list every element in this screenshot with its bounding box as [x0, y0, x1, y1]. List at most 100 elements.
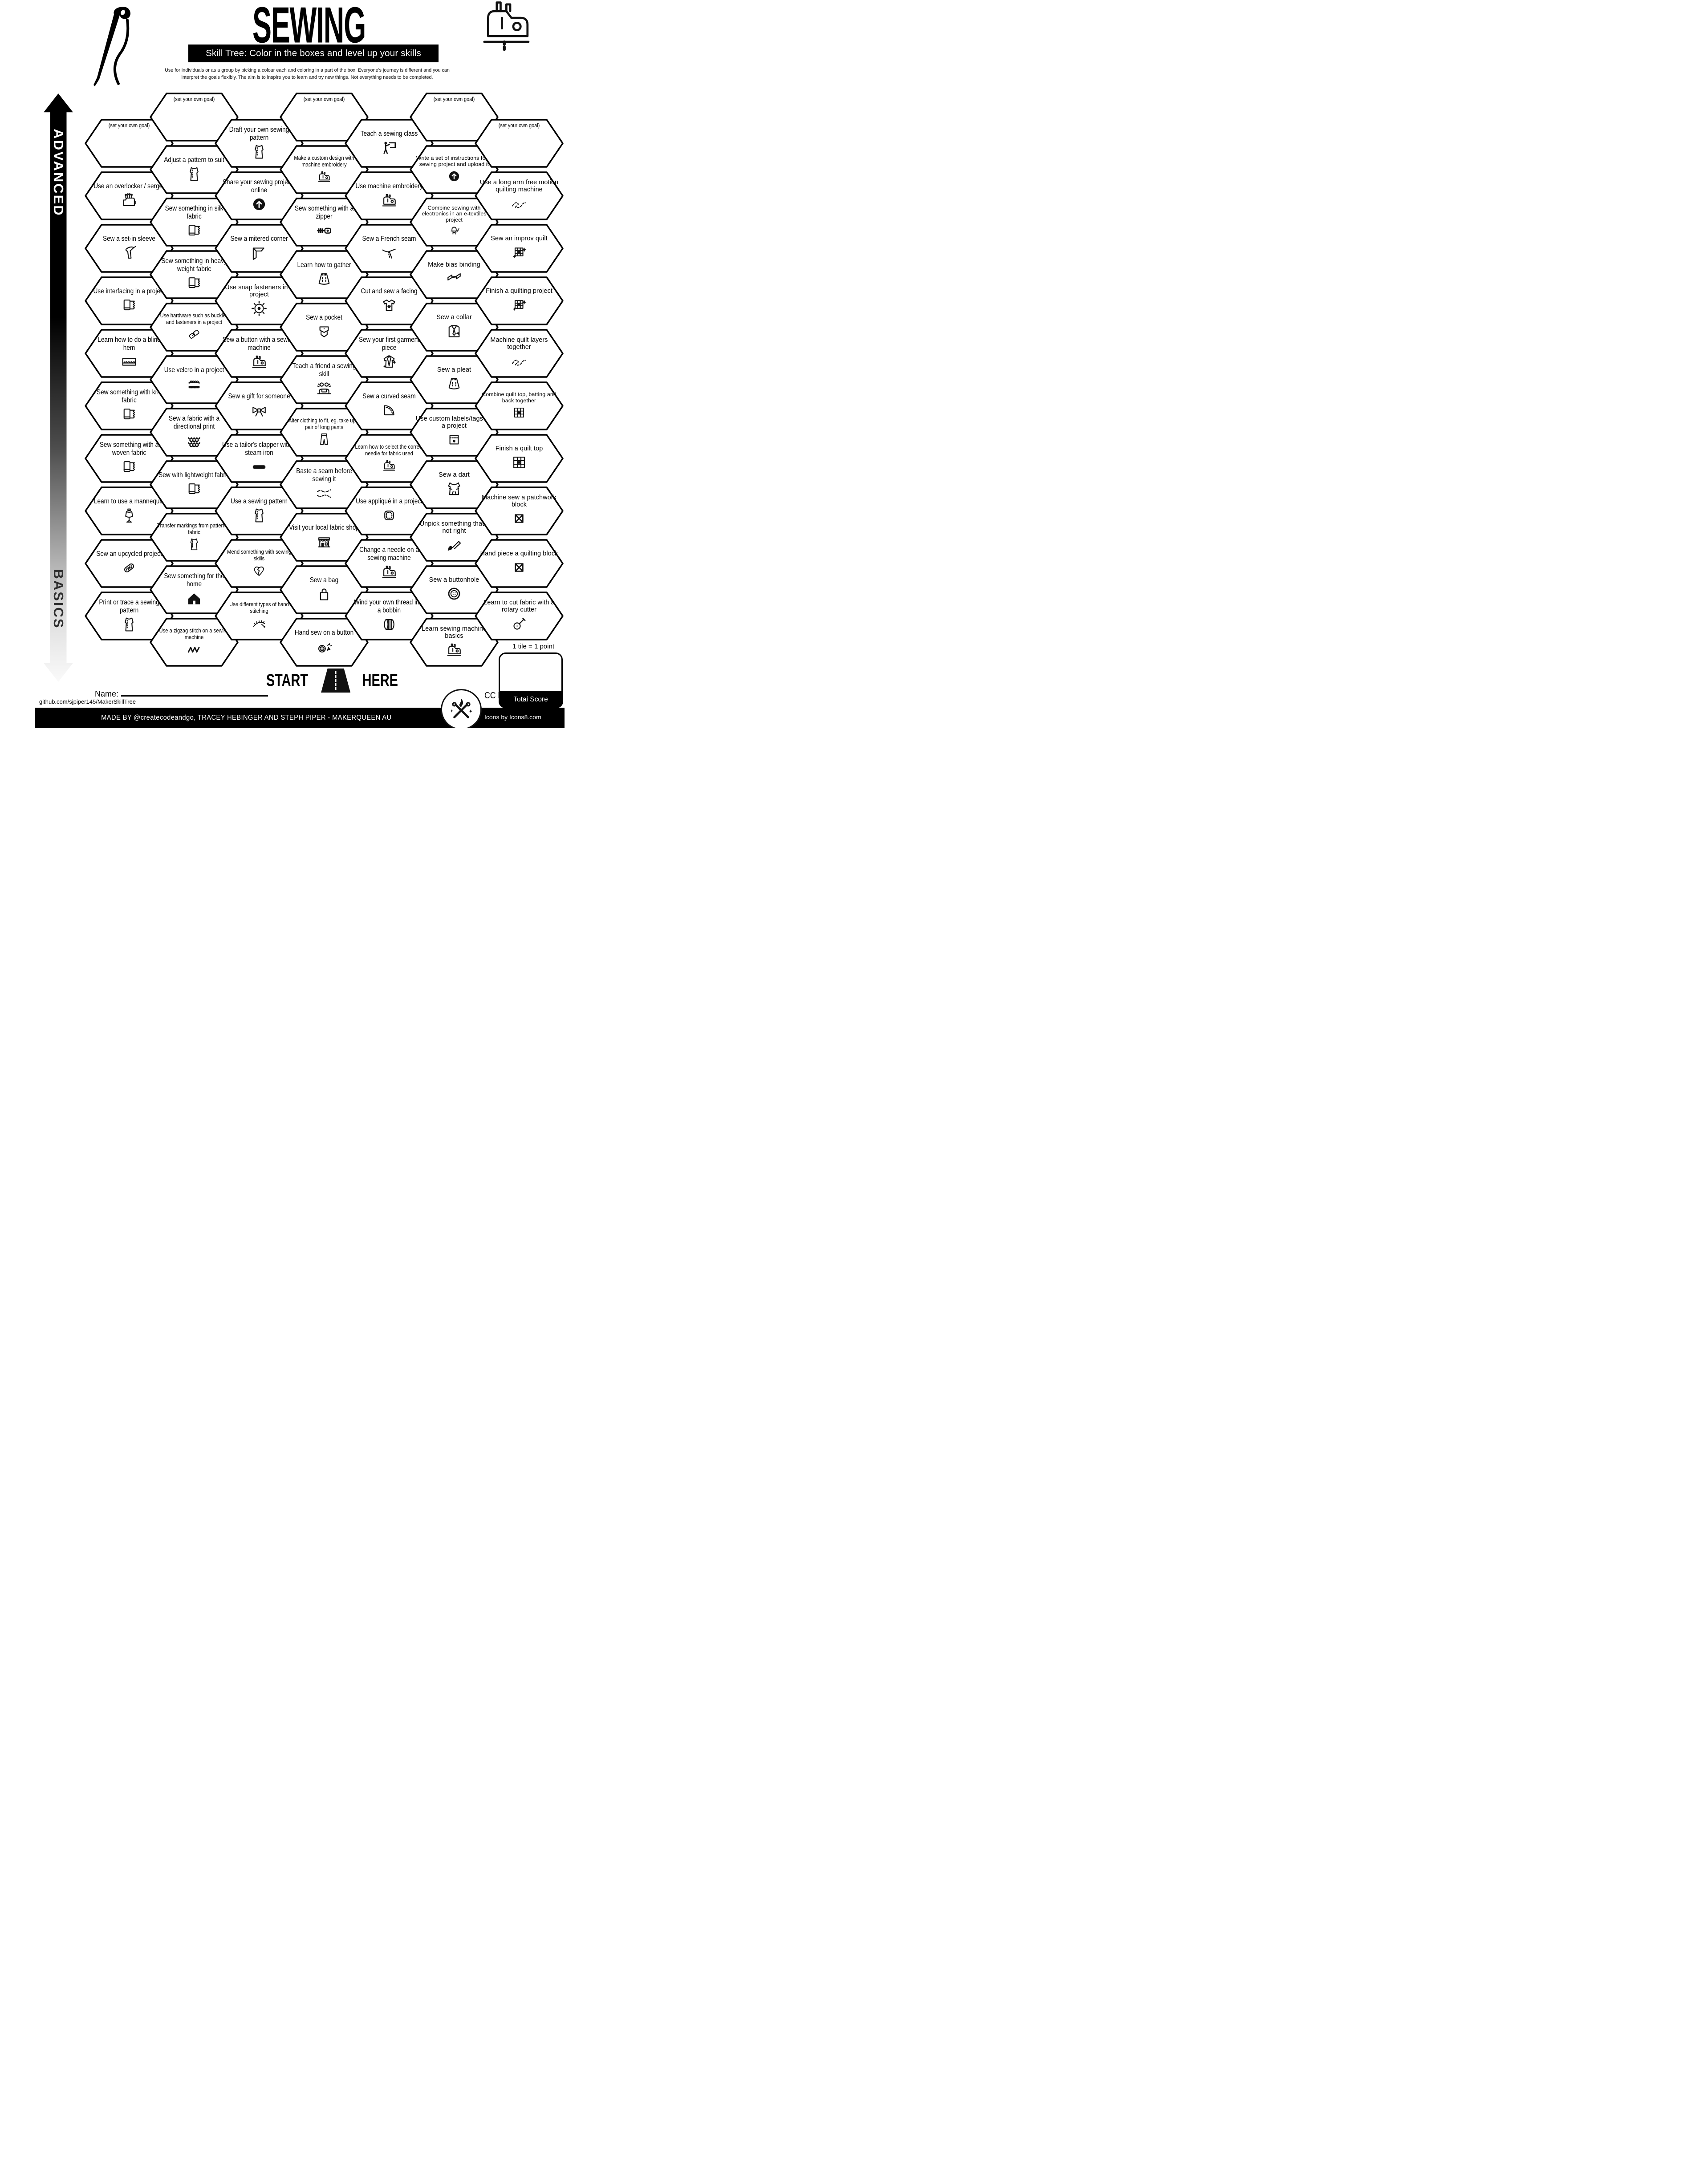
skill-tile[interactable]: Mend something with sewing skills	[215, 538, 304, 589]
repo-url[interactable]: github.com/sjpiper145/MakerSkillTree	[39, 698, 136, 705]
skill-tile[interactable]: Sew an upcycled project	[85, 538, 174, 589]
skill-tile[interactable]: Sew an improv quilt	[475, 223, 564, 274]
icons-credit[interactable]: Icons by Icons8.com	[484, 713, 541, 721]
skill-label: Sew something with a zipper	[294, 205, 354, 220]
skill-tile[interactable]: Sew with lightweight fabric	[150, 459, 239, 510]
skill-tile[interactable]: Learn to cut fabric with a rotary cutter	[475, 591, 564, 641]
name-input-line[interactable]	[121, 689, 268, 697]
goal-tile[interactable]: (set your own goal)	[280, 92, 369, 142]
skill-label: Sew a fabric with a directional print	[168, 415, 220, 430]
skill-tile[interactable]: Learn to use a mannequin	[85, 486, 174, 536]
skill-tile[interactable]: Change a needle on a sewing machine	[345, 538, 434, 589]
skill-tile[interactable]: Sew a bag	[280, 564, 369, 615]
skill-tile[interactable]: Sew something with a zipper	[280, 197, 369, 247]
skill-tile[interactable]: Finish a quilting project	[475, 276, 564, 326]
skill-tile[interactable]: Learn how to select the correct needle f…	[345, 433, 434, 484]
skill-tile[interactable]: Sew something for the home	[150, 564, 239, 615]
skill-tile[interactable]: Adjust a pattern to suit	[150, 144, 239, 195]
skill-tile[interactable]: Sew a collar	[410, 302, 499, 353]
skill-tile[interactable]: Sew something with a woven fabric	[85, 433, 174, 484]
skill-tile[interactable]: Sew something in heavy weight fabric	[150, 249, 239, 300]
skill-tile[interactable]: Machine sew a patchwork block	[475, 486, 564, 536]
skill-tile[interactable]: Finish a quilt top	[475, 433, 564, 484]
skill-tile[interactable]: Sew a dart	[410, 459, 499, 510]
free-motion-stitch-icon	[510, 194, 528, 212]
skill-tile[interactable]: Use different types of hand stitching	[215, 591, 304, 641]
skill-tile[interactable]: Use interfacing in a project	[85, 276, 174, 326]
skill-tile[interactable]: Use snap fasteners in a project	[215, 276, 304, 326]
skill-tile[interactable]: Sew a mitered corner	[215, 223, 304, 274]
skill-tile[interactable]: Print or trace a sewing pattern	[85, 591, 174, 641]
pocket-icon	[315, 323, 333, 340]
license-label: CC BY-NC-SA 4.0	[484, 691, 548, 701]
skill-tile[interactable]: Sew a pleat	[410, 354, 499, 405]
skill-tile[interactable]: Sew a set-in sleeve	[85, 223, 174, 274]
skill-tile[interactable]: Use a zigzag stitch on a sewing machine	[150, 617, 239, 668]
skill-tile[interactable]: Sew something in silk fabric	[150, 197, 239, 247]
skill-tile[interactable]: Use a sewing pattern	[215, 486, 304, 536]
skill-tile[interactable]: Combine quilt top, batting and back toge…	[475, 381, 564, 431]
goal-tile[interactable]: (set your own goal)	[150, 92, 239, 142]
sewing-machine-icon	[473, 1, 548, 65]
goal-tile[interactable]: (set your own goal)	[85, 118, 174, 169]
total-score-box[interactable]: Total Score	[498, 652, 563, 708]
skill-tile[interactable]: Sew a buttonhole	[410, 564, 499, 615]
skill-tile[interactable]: Sew your first garment piece	[345, 328, 434, 379]
goal-tile[interactable]: (set your own goal)	[475, 118, 564, 169]
skill-tile[interactable]: Use a tailor's clapper with a steam iron	[215, 433, 304, 484]
skill-tile[interactable]: Cut and sew a facing	[345, 276, 434, 326]
quilt-block-icon	[510, 454, 528, 471]
skill-tile[interactable]: Alter clothing to fit, eg. take up a pai…	[280, 407, 369, 458]
skill-tile[interactable]: Use an overlocker / serger	[85, 170, 174, 221]
skill-label: (set your own goal)	[433, 96, 475, 102]
skill-tile[interactable]: Sew a curved seam	[345, 381, 434, 431]
skill-tile[interactable]: Use a long arm free motion quilting mach…	[475, 170, 564, 221]
goal-tile[interactable]: (set your own goal)	[410, 92, 499, 142]
skill-tile[interactable]: Learn how to gather	[280, 249, 369, 300]
skill-tile[interactable]: Wind your own thread into a bobbin	[345, 591, 434, 641]
skill-tile[interactable]: Sew something with knit fabric	[85, 381, 174, 431]
house-icon	[185, 589, 203, 607]
skill-tile[interactable]: Make a custom design with machine embroi…	[280, 144, 369, 195]
skill-tile[interactable]: Visit your local fabric shop	[280, 512, 369, 563]
skill-tile[interactable]: Use appliqué in a project	[345, 486, 434, 536]
skill-tile[interactable]: Use custom labels/tags for a project	[410, 407, 499, 458]
hexagon-outline	[215, 539, 304, 588]
skill-tile[interactable]: Sew a French seam	[345, 223, 434, 274]
quilt-block-icon	[512, 405, 527, 420]
skill-tile[interactable]: Unpick something that's not right	[410, 512, 499, 563]
skill-label: Sew a collar	[436, 314, 472, 321]
hexagon-outline	[85, 486, 174, 535]
here-label: HERE	[362, 671, 398, 690]
skill-tile[interactable]: Use velcro in a project	[150, 354, 239, 405]
hexagon-outline	[410, 198, 499, 247]
sewing-machine-icon	[380, 191, 398, 209]
fabric-shop-icon	[315, 533, 333, 551]
hexagon-outline	[85, 119, 174, 168]
skill-tile[interactable]: Sew a button with a sewing machine	[215, 328, 304, 379]
skill-tile[interactable]: Draft your own sewing pattern	[215, 118, 304, 169]
skill-tile[interactable]: Learn sewing machine basics	[410, 617, 499, 668]
hexagon-outline	[150, 460, 239, 509]
skill-tile[interactable]: Write a set of instructions for a sewing…	[410, 144, 499, 195]
skill-label: Machine sew a patchwork block	[482, 494, 557, 508]
hexagon-outline	[280, 93, 369, 142]
skill-tile[interactable]: Combine sewing with electronics in an e-…	[410, 197, 499, 247]
subtitle-banner: Skill Tree: Color in the boxes and level…	[188, 45, 439, 62]
skill-tile[interactable]: Machine quilt layers together	[475, 328, 564, 379]
skill-tile[interactable]: Baste a seam before sewing it	[280, 459, 369, 510]
skill-tile[interactable]: Sew a fabric with a directional print	[150, 407, 239, 458]
skill-tile[interactable]: Teach a friend a sewing skill	[280, 354, 369, 405]
skill-tile[interactable]: Sew a pocket	[280, 302, 369, 353]
skill-tile[interactable]: Share your sewing projects online	[215, 170, 304, 221]
skill-tile[interactable]: Make bias binding	[410, 249, 499, 300]
skill-tile[interactable]: Hand sew on a button	[280, 617, 369, 668]
skill-tile[interactable]: Sew a gift for someone	[215, 381, 304, 431]
hexagon-outline	[85, 171, 174, 220]
skill-tile[interactable]: Transfer markings from pattern to fabric	[150, 512, 239, 563]
skill-tile[interactable]: Learn how to do a blind hem	[85, 328, 174, 379]
skill-tile[interactable]: Use hardware such as buckles and fastene…	[150, 302, 239, 353]
skill-tile[interactable]: Use machine embroidery	[345, 170, 434, 221]
skill-tile[interactable]: Teach a sewing class	[345, 118, 434, 169]
skill-tile[interactable]: Hand piece a quilting block	[475, 538, 564, 589]
